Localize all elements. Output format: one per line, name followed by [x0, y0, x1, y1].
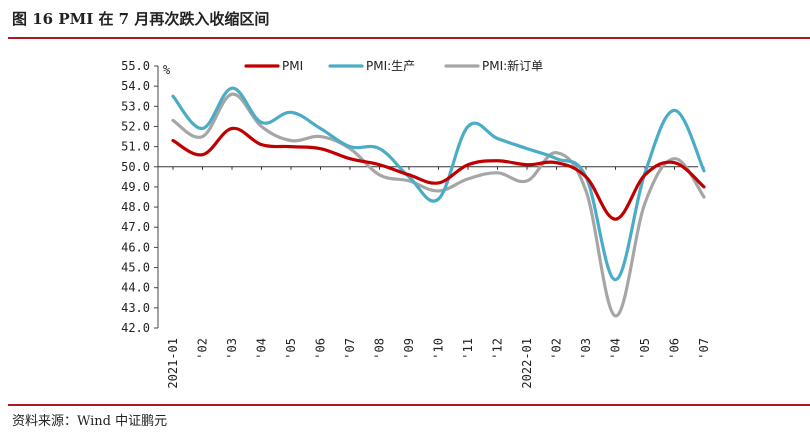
x-tick-label: 2022-01: [520, 338, 534, 389]
x-tick-label: '02: [550, 338, 564, 360]
y-tick-label: 50.0: [121, 160, 150, 174]
x-tick-label: '09: [402, 338, 416, 360]
x-tick-label: '07: [697, 338, 711, 360]
y-tick-label: 48.0: [121, 200, 150, 214]
figure-title: 图 16 PMI 在 7 月再次跌入收缩区间: [12, 10, 270, 28]
x-tick-label: '11: [461, 338, 475, 360]
x-tick-label: '07: [343, 338, 357, 360]
x-tick-label: '03: [579, 338, 593, 360]
series-line-3: [171, 92, 706, 318]
y-tick-label: 46.0: [121, 240, 150, 254]
legend-label-1: PMI: [282, 59, 303, 73]
x-tick-label: '06: [314, 338, 328, 360]
series-layer: [171, 86, 706, 318]
x-tick-label: '02: [196, 338, 210, 360]
x-tick-label: '03: [225, 338, 239, 360]
x-tick-label: '05: [284, 338, 298, 360]
y-tick-label: 47.0: [121, 220, 150, 234]
y-tick-label: 43.0: [121, 301, 150, 315]
legend: PMI PMI:生产 PMI:新订单: [244, 58, 543, 73]
title-rule: [8, 37, 810, 39]
x-tick-label: '04: [609, 338, 623, 360]
y-tick-label: 52.0: [121, 119, 150, 133]
series-line-2: [171, 86, 706, 282]
x-tick-label: '04: [255, 338, 269, 360]
y-tick-label: 53.0: [121, 99, 150, 113]
y-tick-label: 51.0: [121, 140, 150, 154]
x-tick-label: 2021-01: [166, 338, 180, 389]
y-tick-label: 49.0: [121, 180, 150, 194]
x-tick-label: '08: [373, 338, 387, 360]
y-tick-label: 55.0: [121, 59, 150, 73]
axes-layer: 55.0 54.0 53.0 52.0 51.0 50.0 49.0 48.0 47.0 46.0…: [121, 59, 711, 389]
x-tick-label: '06: [668, 338, 682, 360]
y-tick-label: 44.0: [121, 281, 150, 295]
x-tick-label: '10: [432, 338, 446, 360]
series-line-1: [171, 126, 706, 221]
legend-label-2: PMI:生产: [366, 59, 415, 73]
x-tick-label: '05: [638, 338, 652, 360]
footer-rule: [8, 404, 810, 406]
source-note: 资料来源：Wind 中证鹏元: [12, 414, 168, 429]
y-tick-label: 42.0: [121, 321, 150, 335]
x-tick-label: '12: [491, 338, 505, 360]
y-tick-label: 54.0: [121, 79, 150, 93]
legend-label-3: PMI:新订单: [482, 58, 543, 73]
y-tick-label: 45.0: [121, 261, 150, 275]
y-unit-label: %: [163, 63, 171, 77]
